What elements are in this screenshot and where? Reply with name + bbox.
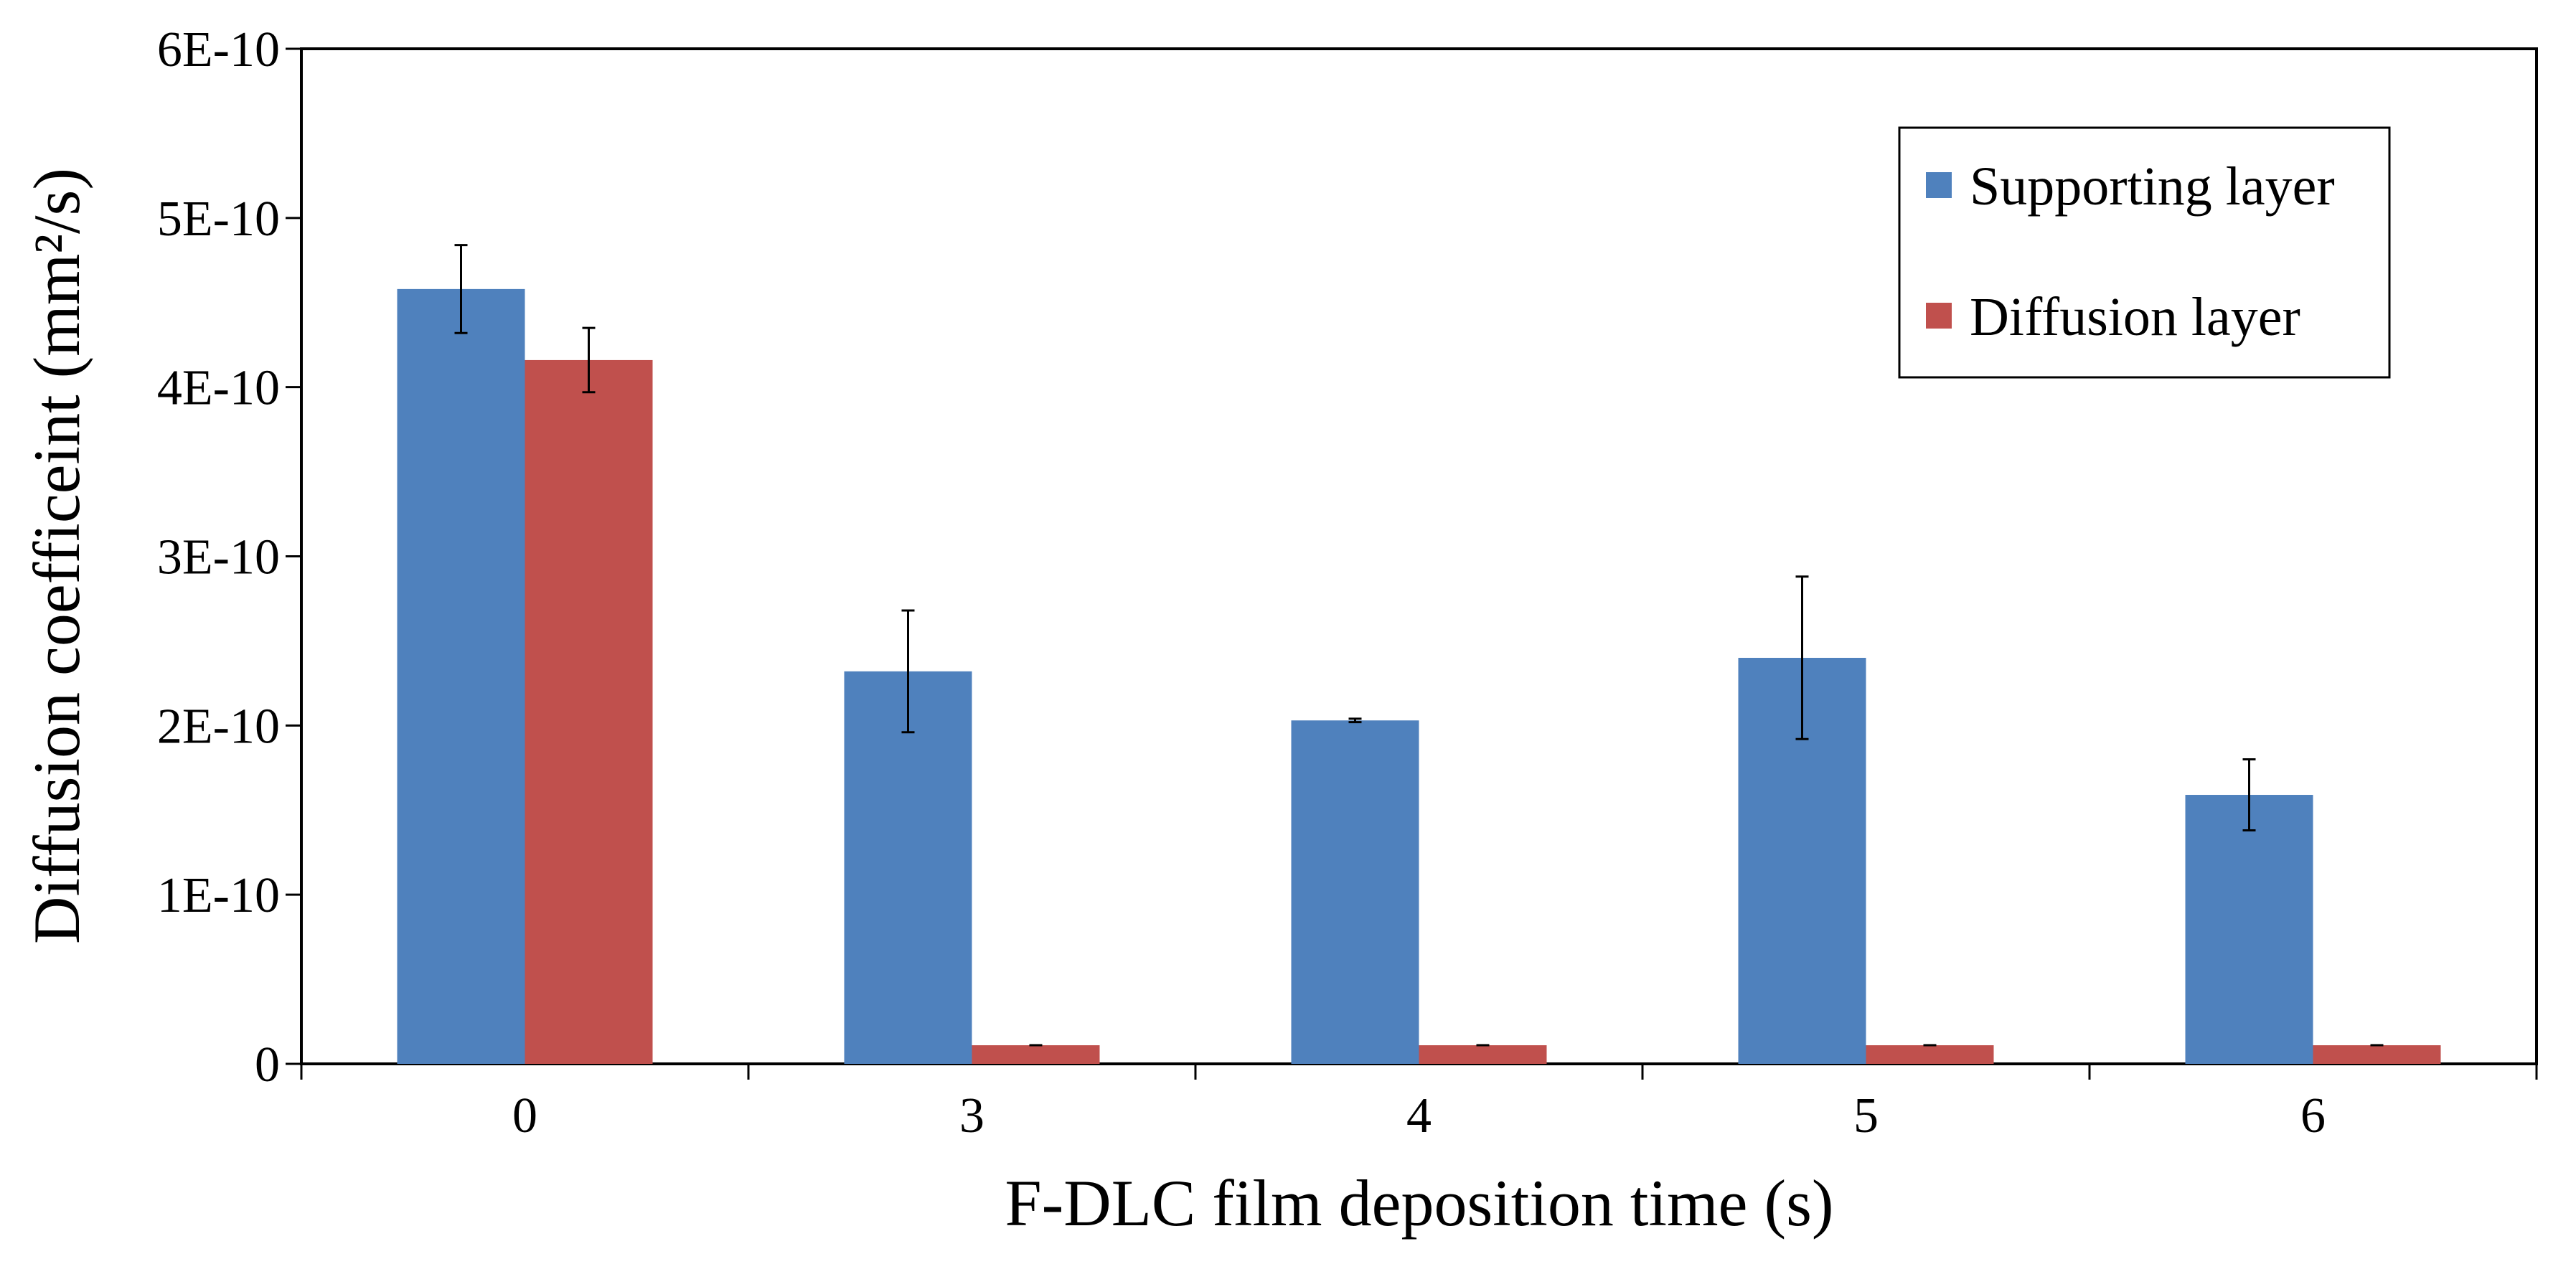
error-bar-supporting-layer	[1348, 717, 1362, 724]
bar-supporting-layer	[397, 288, 525, 1065]
bar-supporting-layer	[844, 671, 972, 1064]
x-tick-label: 6	[2300, 1088, 2326, 1143]
legend-swatch-supporting-layer	[1926, 172, 1952, 198]
y-tick-label: 5E-10	[157, 192, 280, 247]
bar-diffusion-layer	[972, 1045, 1100, 1064]
y-tick-label: 0	[255, 1037, 280, 1093]
legend-label-supporting-layer: Supporting layer	[1970, 156, 2335, 217]
legend: Supporting layer Diffusion layer	[1898, 126, 2391, 379]
bar-supporting-layer	[1291, 720, 1419, 1064]
error-bar-supporting-layer	[2242, 758, 2256, 832]
legend-swatch-diffusion-layer	[1926, 303, 1952, 329]
y-tick-label: 2E-10	[157, 699, 280, 754]
legend-box	[1898, 126, 2391, 379]
x-tick-label: 4	[1406, 1088, 1432, 1143]
y-tick-label: 4E-10	[157, 361, 280, 416]
x-tick-label: 5	[1853, 1088, 1879, 1143]
error-bar-diffusion-layer	[582, 326, 596, 394]
y-tick-label: 6E-10	[157, 22, 280, 77]
bars-layer	[397, 288, 2441, 1065]
x-tick-label: 3	[959, 1088, 984, 1143]
error-bar-supporting-layer	[901, 609, 915, 734]
x-tick-label: 0	[512, 1088, 537, 1143]
bar-diffusion-layer	[1419, 1045, 1547, 1064]
bar-diffusion-layer	[2313, 1045, 2441, 1064]
y-axis-title: Diffusion coefficeint (mm²/s)	[20, 168, 93, 944]
legend-label-diffusion-layer: Diffusion layer	[1970, 287, 2300, 347]
bar-diffusion-layer	[525, 359, 653, 1064]
y-tick-label: 1E-10	[157, 868, 280, 923]
error-bar-supporting-layer	[454, 244, 468, 334]
x-axis: 0 3 4 5 6	[300, 1064, 2538, 1143]
error-bars-layer	[454, 244, 2384, 1047]
x-axis-title: F-DLC film deposition time (s)	[1005, 1166, 1833, 1240]
bar-supporting-layer	[2185, 795, 2313, 1064]
error-bar-supporting-layer	[1795, 575, 1809, 740]
y-axis: 0 1E-10 2E-10 3E-10 4E-10 5E-10 6E-10	[157, 22, 301, 1093]
y-tick-label: 3E-10	[157, 530, 280, 585]
bar-diffusion-layer	[1866, 1045, 1994, 1064]
